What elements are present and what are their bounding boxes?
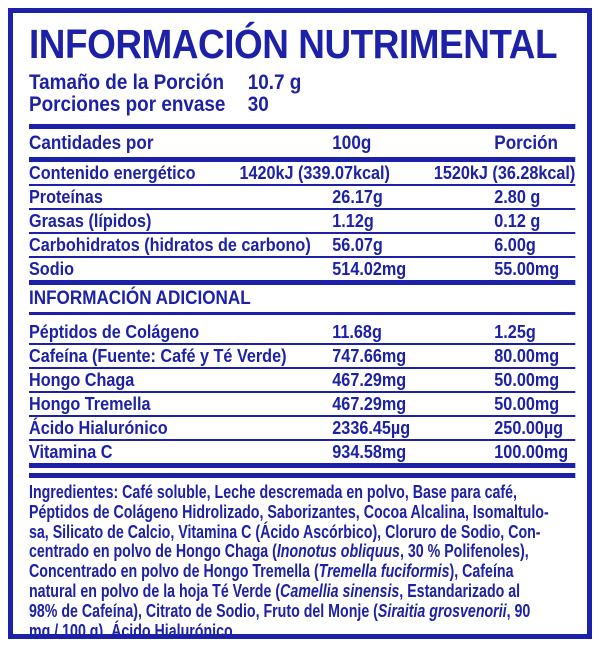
ingredients-line: Péptidos de Colágeno Hidrolizado, Sabori…: [29, 501, 549, 522]
nutrient-per-100g-value: 1.12g: [332, 211, 374, 231]
ingredients-line: mg / 100 g), Ácido Hialurónico.: [29, 620, 237, 639]
nutrient-row: Hongo Chaga 467.29mg 50.00mg: [29, 369, 576, 393]
nutrient-per-portion-value: 100.00mg: [494, 442, 569, 462]
nutrient-per-portion-value: 2.80 g: [494, 187, 541, 207]
nutrient-per-100g-value: 26.17g: [332, 187, 383, 207]
page-title: INFORMACIÓN NUTRIMENTAL: [29, 21, 558, 67]
ingredients-line: Concentrado en polvo de Hongo Tremella (…: [29, 561, 514, 582]
ingredients-line: natural en polvo de la hoja Té Verde (Ca…: [29, 580, 521, 601]
nutrient-per-100g-value: 1420kJ (339.07kcal): [239, 163, 390, 183]
nutrient-label: Péptidos de Colágeno: [29, 322, 200, 342]
nutrient-per-100g-value: 514.02mg: [332, 259, 407, 279]
nutrient-label: Contenido energético: [29, 163, 196, 183]
nutrient-label: Vitamina C: [29, 442, 113, 462]
nutrition-label: INFORMACIÓN NUTRIMENTAL Tamaño de la Por…: [8, 8, 592, 639]
nutrient-label: Grasas (lípidos): [29, 211, 152, 231]
nutrient-row: Cafeína (Fuente: Café y Té Verde) 747.66…: [29, 345, 576, 369]
nutrient-per-portion-value: 55.00mg: [494, 259, 560, 279]
servings-per-container-value: 30: [247, 93, 269, 116]
nutrient-per-100g-value: 467.29mg: [332, 370, 407, 390]
nutrient-per-100g-value: 747.66mg: [332, 346, 407, 366]
ingredients-line: Ingredientes: Café soluble, Leche descre…: [29, 482, 517, 502]
nutrient-row: Ácido Hialurónico 2336.45µg 250.00µg: [29, 417, 576, 441]
nutrient-per-100g-value: 934.58mg: [332, 442, 407, 462]
nutrient-per-portion-value: 1520kJ (36.28kcal): [433, 163, 576, 183]
servings-per-container-row: Porciones por envase 30: [29, 94, 575, 116]
nutrient-per-100g-value: 56.07g: [332, 235, 383, 255]
serving-size-label: Tamaño de la Porción: [29, 71, 224, 94]
serving-size-row: Tamaño de la Porción 10.7 g: [29, 72, 575, 94]
servings-per-container-label: Porciones por envase: [29, 93, 226, 116]
nutrient-per-portion-value: 6.00g: [494, 235, 536, 255]
nutrient-per-100g-value: 2336.45µg: [332, 418, 411, 438]
nutrient-label: Proteínas: [29, 187, 103, 207]
nutrient-row: Carbohidratos (hidratos de carbono) 56.0…: [29, 234, 576, 258]
nutrient-row: Contenido energético 1420kJ (339.07kcal)…: [29, 162, 576, 186]
divider-thick: [29, 473, 576, 478]
nutrient-per-portion-value: 50.00mg: [494, 394, 560, 414]
column-header-portion: Porción: [494, 133, 558, 154]
nutrient-per-portion-value: 1.25g: [494, 322, 536, 342]
main-nutrient-table: Contenido energético 1420kJ (339.07kcal)…: [29, 162, 576, 280]
nutrient-label: Sodio: [29, 259, 74, 279]
table-header-row: Cantidades por 100g Porción: [29, 129, 575, 157]
nutrient-row: Vitamina C 934.58mg 100.00mg: [29, 441, 575, 463]
nutrient-label: Hongo Tremella: [29, 394, 151, 414]
divider-medium: [29, 312, 576, 315]
column-header-amounts: Cantidades por: [29, 133, 154, 154]
divider-thick: [29, 280, 576, 285]
ingredients-line: 98% de Cafeína), Citrato de Sodio, Fruto…: [29, 600, 531, 621]
nutrient-row: Sodio 514.02mg 55.00mg: [29, 258, 575, 280]
nutrient-label: Ácido Hialurónico: [29, 418, 168, 438]
divider-thick: [29, 124, 576, 129]
nutrient-row: Péptidos de Colágeno 11.68g 1.25g: [29, 321, 576, 345]
nutrient-label: Carbohidratos (hidratos de carbono): [29, 235, 311, 255]
additional-nutrient-table: Péptidos de Colágeno 11.68g 1.25g Cafeín…: [29, 321, 576, 463]
nutrient-per-portion-value: 0.12 g: [494, 211, 541, 231]
nutrient-per-100g-value: 467.29mg: [332, 394, 407, 414]
nutrient-per-100g-value: 11.68g: [332, 322, 382, 342]
nutrient-row: Grasas (lípidos) 1.12g 0.12 g: [29, 210, 576, 234]
nutrient-label: Cafeína (Fuente: Café y Té Verde): [29, 346, 287, 366]
nutrient-per-portion-value: 250.00µg: [494, 418, 564, 438]
nutrient-row: Hongo Tremella 467.29mg 50.00mg: [29, 393, 576, 417]
serving-info: Tamaño de la Porción 10.7 g Porciones po…: [29, 72, 575, 116]
nutrient-per-portion-value: 80.00mg: [494, 346, 560, 366]
ingredients-line: centrado en polvo de Hongo Chaga (Inonot…: [29, 541, 529, 562]
ingredients-line: sa, Silicato de Calcio, Vitamina C (Ácid…: [29, 521, 541, 542]
nutrient-row: Proteínas 26.17g 2.80 g: [29, 186, 576, 210]
nutrient-per-portion-value: 50.00mg: [494, 370, 560, 390]
divider-thick: [29, 157, 576, 162]
divider-thick: [29, 463, 576, 468]
ingredients-text: Ingredientes: Café soluble, Leche descre…: [29, 482, 575, 639]
nutrient-label: Hongo Chaga: [29, 370, 135, 390]
serving-size-value: 10.7 g: [247, 71, 302, 94]
additional-info-title: INFORMACIÓN ADICIONAL: [29, 288, 251, 309]
column-header-100g: 100g: [332, 133, 372, 154]
